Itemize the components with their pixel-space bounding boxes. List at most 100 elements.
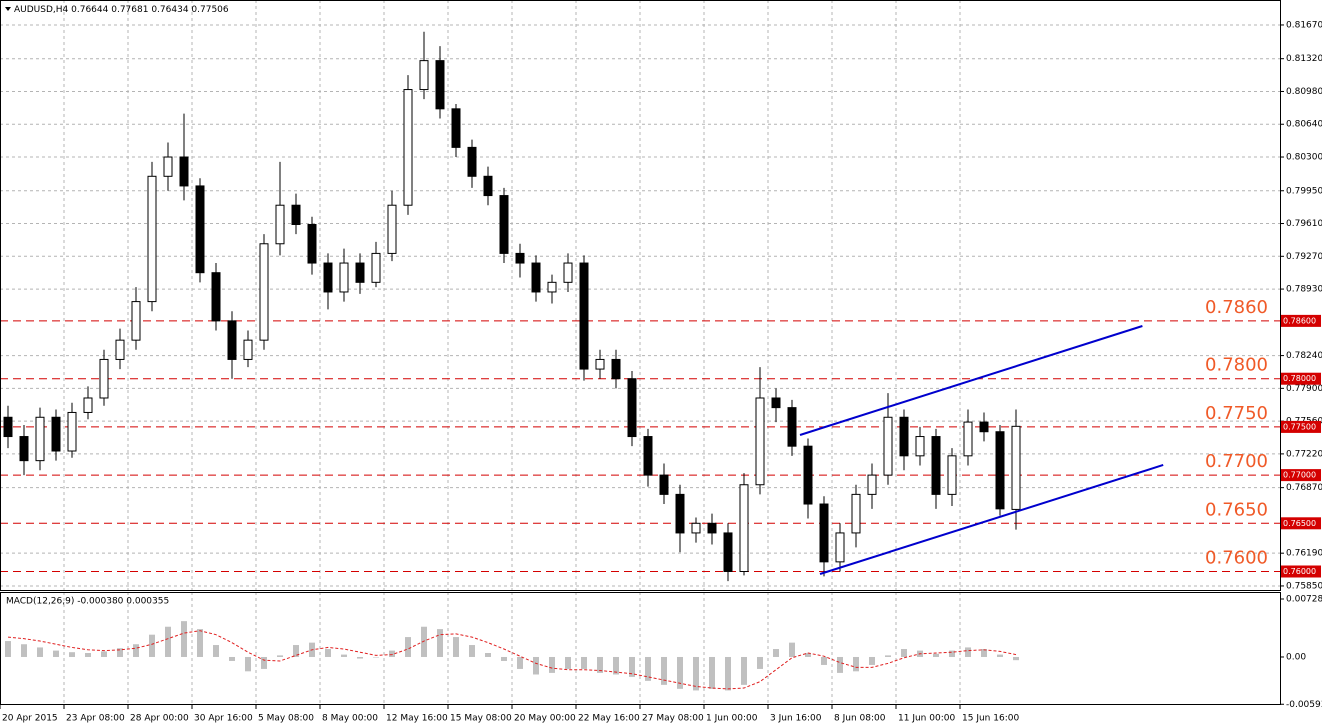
menu-arrow[interactable] (5, 7, 11, 11)
macd-bar (853, 656, 859, 672)
level-tag: 0.76500 (1283, 519, 1316, 528)
x-tick-label: 8 May 00:00 (322, 714, 378, 724)
macd-bar (741, 656, 747, 685)
x-tick-label: 5 May 08:00 (258, 714, 314, 724)
y-tick-label: 0.81670 (1286, 20, 1322, 30)
macd-bar (117, 648, 123, 657)
candle-body (547, 281, 557, 293)
macd-bar (965, 647, 971, 657)
y-tick-label: 0.77220 (1286, 449, 1322, 459)
candle-body (899, 416, 909, 457)
macd-bar (789, 642, 795, 657)
candle-body (691, 522, 701, 534)
candle-body (787, 407, 797, 447)
close-value: 0.77506 (191, 5, 228, 15)
candle-body (627, 378, 637, 438)
x-tick-label: 12 May 16:00 (386, 714, 448, 724)
macd-bar (197, 629, 203, 657)
macd-bar (421, 626, 427, 657)
macd-bar (901, 649, 907, 657)
candle-body (995, 431, 1005, 510)
x-tick-label: 15 May 08:00 (450, 714, 512, 724)
level-tag-box (1281, 517, 1321, 530)
y-tick-label: 0.80300 (1286, 153, 1322, 163)
macd-bar (261, 656, 267, 669)
macd-bar (613, 656, 619, 675)
candle-body (915, 436, 925, 457)
candle-body (99, 358, 109, 399)
trend-line (799, 325, 1143, 436)
candle-body (435, 60, 445, 110)
candle-body (563, 262, 573, 283)
y-tick-label: 0.007281 (1286, 594, 1322, 604)
x-tick-label: 11 Jun 00:00 (898, 714, 955, 724)
y-tick-label: 0.75850 (1286, 581, 1322, 591)
macd-bar (933, 653, 939, 657)
open-value: 0.76644 (71, 5, 108, 15)
candle-body (851, 493, 861, 534)
level-label: 0.7800 (1205, 355, 1268, 376)
candle-body (19, 436, 29, 462)
macd-bar (469, 645, 475, 657)
y-tick-label: 0.78240 (1286, 351, 1322, 361)
level-label: 0.7700 (1205, 451, 1268, 472)
candle-body (499, 195, 509, 254)
macd-bar (357, 656, 363, 659)
candle-body (819, 503, 829, 563)
macd-bar (165, 626, 171, 657)
x-tick-label: 1 Jun 00:00 (706, 714, 758, 724)
y-tick-label: 0.76190 (1286, 549, 1322, 559)
level-label: 0.7750 (1205, 403, 1268, 424)
level-tag-box (1281, 469, 1321, 482)
candle-body (1011, 425, 1021, 510)
candle-body (83, 397, 93, 413)
x-tick-label: 27 May 08:00 (642, 714, 704, 724)
candle-body (323, 262, 333, 293)
macd-bar (85, 652, 91, 657)
macd-bar (453, 637, 459, 657)
candle-body (339, 262, 349, 293)
high-value: 0.77681 (111, 5, 148, 15)
macd-bar (869, 656, 875, 665)
macd-title: MACD(12,26,9) -0.000380 0.000355 (6, 597, 169, 607)
candle-body (707, 522, 717, 534)
level-label: 0.7600 (1205, 547, 1268, 568)
macd-bar (133, 644, 139, 657)
candle-body (275, 204, 285, 245)
candle-body (739, 484, 749, 572)
level-label: 0.7860 (1205, 297, 1268, 318)
level-tag-box (1281, 420, 1321, 433)
macd-bar (757, 656, 763, 669)
candle-body (883, 416, 893, 476)
candle-body (643, 436, 653, 476)
candle-body (451, 108, 461, 148)
y-tick-label: 0.77900 (1286, 384, 1322, 394)
x-tick-label: 20 May 00:00 (514, 714, 576, 724)
macd-bar (581, 656, 587, 669)
macd-bar (661, 656, 667, 685)
level-tag-box (1281, 565, 1321, 578)
macd-bar (645, 656, 651, 681)
macd-bar (37, 647, 43, 657)
level-tag: 0.77000 (1283, 471, 1316, 480)
candle-body (835, 532, 845, 563)
low-value: 0.76434 (151, 5, 188, 15)
candle-body (515, 252, 525, 264)
candle-body (195, 185, 205, 274)
candle-body (211, 272, 221, 322)
macd-bar (405, 637, 411, 657)
macd-bar (5, 641, 11, 657)
candle-body (387, 204, 397, 254)
candle-body (35, 416, 45, 462)
macd-bar (549, 656, 555, 673)
macd-bar (693, 656, 699, 691)
macd-bar (325, 649, 331, 657)
candle-body (947, 455, 957, 495)
macd-bar (181, 621, 187, 657)
macd-bar (229, 656, 235, 661)
macd-bar (773, 649, 779, 657)
x-tick-label: 20 Apr 2015 (2, 714, 58, 724)
candle-body (579, 262, 589, 370)
